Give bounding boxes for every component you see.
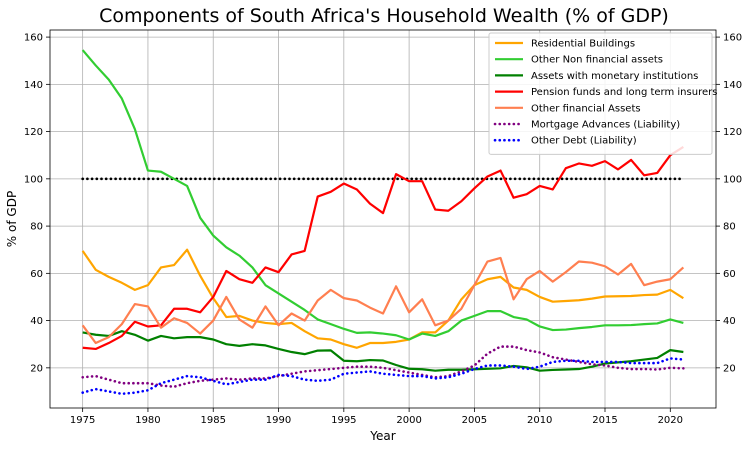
legend: Residential Buildings Other Non financial…: [488, 32, 717, 155]
y2-tick-label: 120: [723, 127, 742, 138]
x-tick-label: 2020: [658, 415, 683, 426]
x-tick-label: 2005: [462, 415, 487, 426]
legend-label: Assets with monetary institutions: [531, 71, 698, 82]
chart-title: Components of South Africa's Household W…: [99, 5, 669, 27]
legend-label: Residential Buildings: [531, 39, 635, 50]
x-tick-label: 2010: [527, 415, 552, 426]
y2-tick-label: 40: [723, 316, 736, 327]
series-line-residential-buildings: [81, 248, 684, 349]
y2-tick-label: 20: [723, 363, 736, 374]
y-axis-title: % of GDP: [5, 191, 19, 247]
y-tick-label: 140: [24, 80, 43, 91]
y-tick-label: 40: [30, 316, 43, 327]
series-layer: [81, 49, 685, 396]
x-tick-label: 1995: [331, 415, 356, 426]
x-tick-label: 1980: [135, 415, 160, 426]
y-tick-label: 100: [24, 174, 43, 185]
x-tick-label: 1985: [201, 415, 226, 426]
y-tick-label: 80: [30, 222, 43, 233]
legend-label: Other Non financial assets: [531, 55, 663, 66]
axis-ticks: 1975 1980 1985 1990 1995 2000 2005 2010 2015 2020…: [24, 33, 742, 426]
x-tick-label: 1990: [266, 415, 291, 426]
series-line-other-debt-liability: [81, 357, 685, 396]
legend-label: Other financial Assets: [531, 103, 641, 114]
series-line-assets-with-monetary-institutions: [82, 330, 684, 372]
series-line-other-financial-assets: [81, 256, 685, 345]
x-axis-title: Year: [369, 429, 395, 443]
legend-box: [488, 32, 713, 155]
legend-label: Pension funds and long term insurers: [531, 87, 717, 98]
legend-label: Other Debt (Liability): [531, 136, 637, 147]
x-tick-label: 1975: [70, 415, 95, 426]
y2-tick-label: 80: [723, 222, 736, 233]
y2-tick-label: 140: [723, 80, 742, 91]
y2-tick-label: 60: [723, 269, 736, 280]
y-tick-label: 160: [24, 33, 43, 44]
y2-tick-label: 160: [723, 33, 742, 44]
legend-label: Mortgage Advances (Liability): [531, 120, 680, 131]
y-tick-label: 60: [30, 269, 43, 280]
series-line-pension-funds-and-long-term-insurers: [82, 146, 684, 351]
y-tick-label: 20: [30, 363, 43, 374]
x-tick-label: 2015: [592, 415, 617, 426]
y2-tick-label: 100: [723, 174, 742, 185]
y-tick-label: 120: [24, 127, 43, 138]
series-line-other-non-financial-assets: [81, 49, 684, 341]
x-tick-label: 2000: [396, 415, 421, 426]
plot-frame: [49, 29, 717, 409]
